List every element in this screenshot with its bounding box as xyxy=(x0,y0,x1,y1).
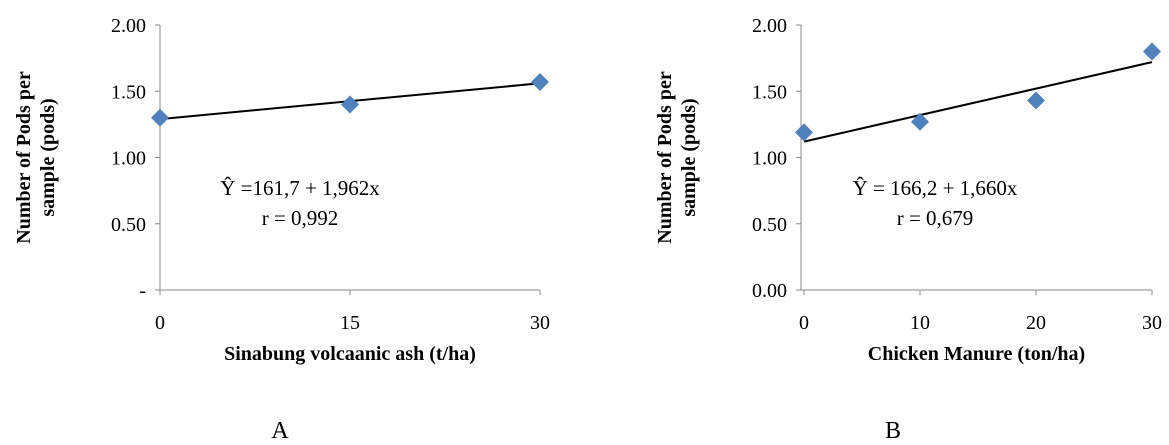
data-point xyxy=(795,123,813,142)
regression-equation: Ŷ = 166,2 + 1,660x xyxy=(853,176,1018,200)
y-axis-title: Number of Pods per sample (pods) xyxy=(654,71,700,244)
data-point xyxy=(911,112,929,131)
y-axis-title-line: sample (pods) xyxy=(37,98,59,216)
y-tick-label: 1.00 xyxy=(752,148,787,170)
x-tick-label: 30 xyxy=(530,312,550,334)
data-point xyxy=(1143,42,1161,61)
regression-equation: Ŷ =161,7 + 1,962x xyxy=(220,176,380,200)
panel-label: B xyxy=(885,418,901,444)
x-tick-label: 30 xyxy=(1142,312,1162,334)
y-tick-label: 1.50 xyxy=(111,81,146,103)
y-tick-label: 2.00 xyxy=(111,15,146,37)
correlation-label: r = 0,679 xyxy=(897,206,974,230)
x-tick-label: 0 xyxy=(799,312,809,334)
x-axis-title: Chicken Manure (ton/ha) xyxy=(868,343,1085,365)
data-point xyxy=(341,95,359,114)
y-tick-label: 0.50 xyxy=(752,214,787,236)
y-axis-title: Number of Pods per sample (pods) xyxy=(13,71,59,244)
y-axis-title-line: sample (pods) xyxy=(678,98,700,216)
y-axis-title-line: Number of Pods per xyxy=(13,71,35,244)
chart-a: - 0.50 1.00 1.50 2.00 0 15 30 Ŷ =161,7 + 1,962x r… xyxy=(13,15,550,444)
chart-b: 0.00 0.50 1.00 1.50 2.00 0 10 20 30 Ŷ = 166,2 + 1… xyxy=(654,15,1162,444)
x-axis-title: Sinabung volcaanic ash (t/ha) xyxy=(224,343,476,365)
trendline xyxy=(803,61,1153,143)
y-tick-label: 1.50 xyxy=(752,81,787,103)
correlation-label: r = 0,992 xyxy=(262,206,339,230)
y-tick-label: 0.50 xyxy=(111,214,146,236)
x-tick-label: 0 xyxy=(155,312,165,334)
data-point xyxy=(1027,91,1045,110)
y-tick-label: 1.00 xyxy=(111,148,146,170)
y-axis-title-line: Number of Pods per xyxy=(654,71,676,244)
y-tick-label: - xyxy=(139,280,146,302)
data-point xyxy=(531,72,549,91)
y-tick-label: 2.00 xyxy=(752,15,787,37)
y-tick-label: 0.00 xyxy=(752,280,787,302)
data-point xyxy=(151,108,169,127)
x-tick-label: 15 xyxy=(340,312,360,334)
panel-label: A xyxy=(271,418,289,444)
x-tick-label: 10 xyxy=(910,312,930,334)
x-tick-label: 20 xyxy=(1026,312,1046,334)
